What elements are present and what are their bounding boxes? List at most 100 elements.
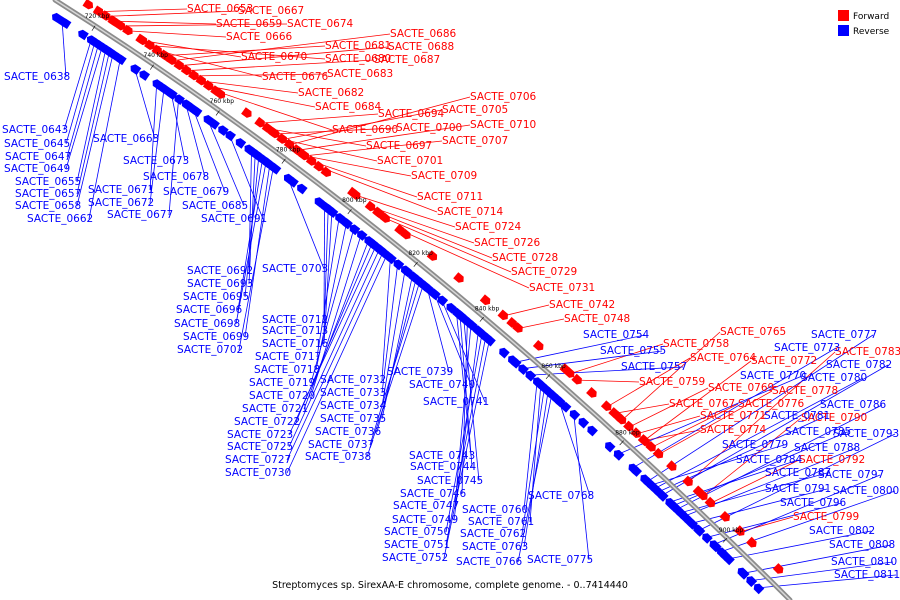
reverse-gene-arrow [335,213,346,224]
forward-gene-arrow [122,24,133,36]
reverse-leader-line [750,561,894,581]
tick-mark [413,261,418,267]
forward-leader-line [356,195,456,228]
forward-gene-label: SACTE_0705 [442,104,508,116]
reverse-gene-label: SACTE_0698 [174,318,240,330]
reverse-gene-arrow [437,295,449,307]
reverse-gene-label: SACTE_0757 [621,361,687,373]
reverse-gene-label: SACTE_0773 [774,342,840,354]
reverse-gene-arrow [130,64,142,75]
tick-mark [150,64,154,70]
reverse-gene-label: SACTE_0808 [829,539,895,551]
reverse-gene-label: SACTE_0734 [320,400,387,412]
forward-leader-line [172,33,391,61]
reverse-gene-arrow [174,94,185,105]
forward-leader-line [121,23,288,27]
reverse-gene-label: SACTE_0695 [183,291,249,303]
forward-gene-arrow [564,367,575,378]
gene-tracks [52,0,784,595]
reverse-gene-label: SACTE_0735 [320,413,386,425]
reverse-gene-label: SACTE_0779 [722,439,788,451]
forward-gene-arrow [350,189,361,200]
tick-label: 880 kbp [615,429,640,436]
reverse-leader-line [661,364,889,496]
reverse-gene-label: SACTE_0744 [410,461,477,473]
reverse-leader-line [676,404,883,510]
reverse-gene-arrow [555,396,566,408]
reverse-leader-line [235,161,267,325]
reverse-gene-label: SACTE_0749 [392,514,458,526]
reverse-track-gene-arrow [587,425,598,437]
forward-gene-arrow [195,74,206,86]
forward-leader-line [688,351,836,483]
reverse-leader-line [445,336,487,546]
tick-label: 740 kbp [144,52,169,59]
reverse-gene-label: SACTE_0747 [393,500,459,512]
reverse-leader-line [521,387,545,535]
forward-track-gene-arrow [453,272,464,283]
forward-leader-line [187,59,375,72]
reverse-gene-label: SACTE_0750 [384,526,450,538]
tick-mark [545,374,551,379]
forward-leader-line [99,8,188,12]
forward-gene-arrow [180,64,192,76]
forward-gene-arrow [92,5,104,16]
tick-mark [722,537,728,543]
forward-gene-label: SACTE_0769 [708,382,774,394]
reverse-gene-arrow [349,224,361,236]
reverse-leader-line [207,119,245,207]
forward-leader-line [400,229,530,289]
forward-gene-label: SACTE_0724 [455,221,522,233]
reverse-gene-arrow [419,280,430,292]
reverse-track-gene-arrow [446,303,457,314]
reverse-gene-label: SACTE_0741 [423,396,489,408]
forward-gene-label: SACTE_0774 [700,424,767,436]
forward-leader-line [304,155,412,177]
forward-gene-label: SACTE_0771 [700,410,766,422]
reverse-gene-label: SACTE_0743 [409,450,475,462]
forward-leader-line [106,10,239,17]
reverse-leader-line [149,88,165,204]
forward-gene-arrow [637,434,649,445]
reverse-gene-arrow [485,335,496,347]
reverse-gene-label: SACTE_0722 [234,416,300,428]
forward-leader-line [297,124,471,151]
forward-gene-label: SACTE_0653 [187,3,253,15]
reverse-gene-arrow [739,569,750,580]
reverse-gene-label: SACTE_0696 [176,304,243,316]
reverse-gene-arrow [327,207,339,218]
reverse-gene-label: SACTE_0692 [187,265,253,277]
forward-gene-arrow [188,69,199,81]
forward-gene-label: SACTE_0729 [511,266,577,278]
reverse-leader-line [61,21,67,78]
legend-reverse-label: Reverse [853,27,890,37]
reverse-leader-line [456,312,472,457]
forward-leader-line [209,85,316,108]
legend-forward-label: Forward [853,12,889,22]
reverse-gene-arrow [269,162,280,174]
map-caption: Streptomyces sp. SirexAA-E chromosome, c… [272,580,628,591]
forward-gene-label: SACTE_0792 [799,454,865,466]
reverse-leader-line [65,46,103,170]
forward-gene-arrow [298,149,309,161]
forward-gene-label: SACTE_0728 [492,252,558,264]
reverse-gene-arrow [430,289,441,301]
reverse-gene-label: SACTE_0739 [387,366,453,378]
forward-track-gene-arrow [772,563,784,574]
reverse-gene-label: SACTE_0677 [107,209,173,221]
reverse-leader-line [757,574,897,589]
forward-leader-line [128,30,227,38]
forward-leader-line [518,318,565,329]
reverse-gene-arrow [159,84,171,95]
forward-leader-line [216,91,333,131]
reverse-gene-label: SACTE_0788 [794,442,860,454]
forward-leader-line [319,166,438,213]
reverse-gene-arrow [709,540,721,551]
forward-gene-label: SACTE_0682 [298,87,364,99]
reverse-gene-arrow [569,409,581,421]
reverse-leader-line [680,472,828,514]
reverse-leader-line [238,167,274,351]
reverse-leader-line [369,281,421,446]
forward-gene-label: SACTE_0676 [262,71,329,83]
reverse-gene-label: SACTE_0713 [262,325,328,337]
